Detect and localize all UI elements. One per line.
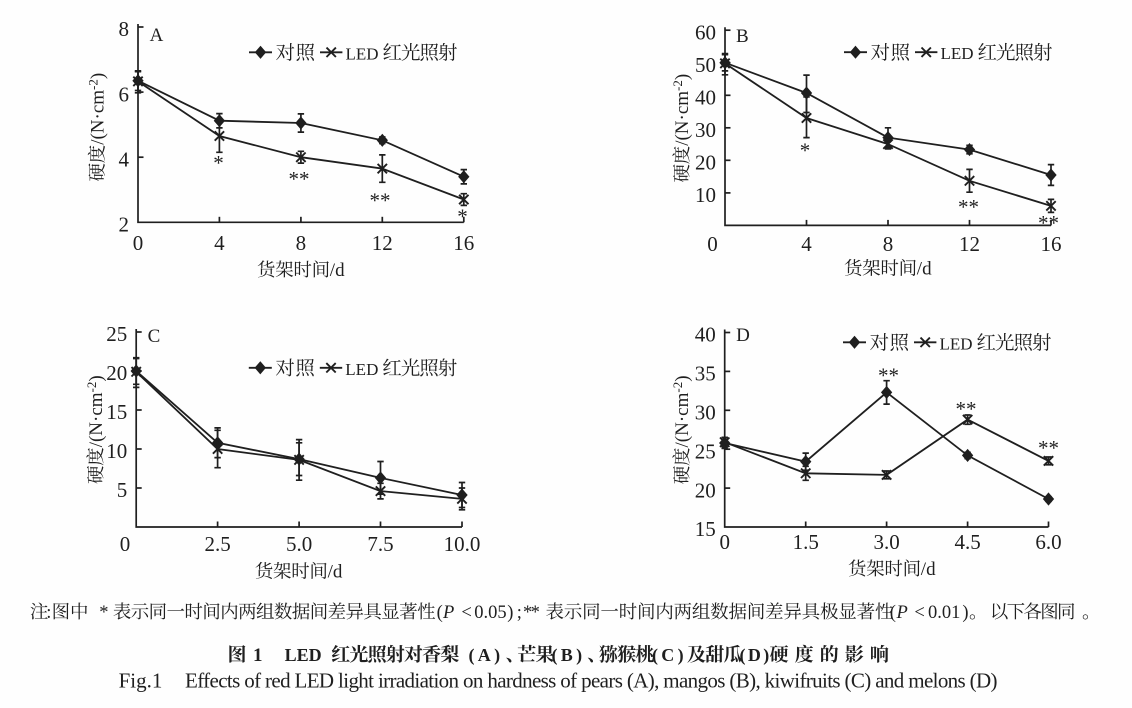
- svg-text:LED: LED: [346, 44, 379, 63]
- svg-text:2: 2: [119, 213, 130, 237]
- svg-text:(D): (D): [740, 645, 772, 666]
- svg-text:/d: /d: [330, 260, 345, 281]
- svg-text:10: 10: [106, 439, 127, 463]
- svg-text:20: 20: [695, 478, 716, 502]
- svg-text:(B): (B): [552, 645, 586, 666]
- svg-text:**: **: [956, 397, 977, 421]
- svg-text:B: B: [736, 26, 749, 47]
- svg-text:2.5: 2.5: [204, 532, 230, 556]
- svg-text:LED: LED: [940, 334, 973, 353]
- svg-text:Effects of red LED light irrad: Effects of red LED light irradiation on …: [185, 669, 998, 693]
- svg-text:30: 30: [695, 118, 716, 142]
- svg-text:60: 60: [695, 20, 716, 44]
- svg-text:15: 15: [106, 400, 127, 424]
- svg-text:8: 8: [296, 231, 307, 255]
- svg-text:0: 0: [707, 232, 718, 256]
- svg-text:5: 5: [117, 478, 128, 502]
- svg-text:40: 40: [695, 86, 716, 110]
- svg-text:0: 0: [719, 530, 730, 554]
- svg-text:50: 50: [695, 53, 716, 77]
- svg-text:1.5: 1.5: [793, 530, 819, 554]
- svg-text:15: 15: [695, 517, 716, 541]
- svg-text:3.0: 3.0: [873, 530, 899, 554]
- svg-text:Fig.1: Fig.1: [119, 669, 163, 693]
- svg-text:8: 8: [883, 232, 894, 256]
- svg-text:**: **: [1038, 211, 1059, 235]
- svg-text:0: 0: [133, 231, 144, 255]
- svg-text:*: *: [99, 603, 108, 623]
- svg-text:16: 16: [453, 231, 474, 255]
- svg-text:LED: LED: [345, 360, 378, 379]
- svg-text:*: *: [457, 205, 468, 229]
- svg-text:(P<0.05);**: (P <0.05) ;**: [437, 603, 540, 623]
- svg-text:4: 4: [119, 147, 130, 171]
- svg-text:25: 25: [695, 439, 716, 463]
- svg-text:D: D: [736, 325, 750, 346]
- svg-text:12: 12: [959, 232, 980, 256]
- svg-text:30: 30: [695, 401, 716, 425]
- svg-text:**: **: [958, 195, 979, 219]
- svg-text:40: 40: [695, 323, 716, 347]
- svg-text:8: 8: [119, 17, 130, 41]
- svg-text:0: 0: [120, 532, 131, 556]
- svg-text:/(N·cm-2): /(N·cm-2): [670, 74, 693, 146]
- svg-text:/d: /d: [328, 562, 343, 583]
- svg-text:5.0: 5.0: [286, 532, 312, 556]
- svg-text:35: 35: [695, 362, 716, 386]
- svg-text:/d: /d: [921, 559, 936, 580]
- svg-text:LED: LED: [285, 645, 322, 665]
- svg-text:*: *: [213, 151, 224, 175]
- svg-text:*: *: [800, 139, 811, 163]
- svg-text:(P<0.01): (P <0.01): [890, 603, 969, 623]
- svg-text:/(N·cm-2): /(N·cm-2): [670, 375, 693, 447]
- svg-text:10: 10: [695, 183, 716, 207]
- svg-text:1: 1: [253, 645, 263, 666]
- svg-text:6.0: 6.0: [1035, 530, 1061, 554]
- svg-text::: :: [46, 603, 51, 623]
- svg-text:12: 12: [372, 231, 393, 255]
- svg-text:4: 4: [214, 231, 225, 255]
- svg-text:16: 16: [1041, 232, 1062, 256]
- svg-text:(A): (A): [469, 645, 504, 666]
- svg-text:**: **: [878, 364, 899, 388]
- svg-text:**: **: [370, 189, 391, 213]
- svg-text:**: **: [1038, 436, 1059, 460]
- svg-text:LED: LED: [941, 44, 974, 63]
- svg-text:6: 6: [119, 82, 130, 106]
- svg-text:20: 20: [106, 361, 127, 385]
- svg-text:4: 4: [801, 232, 812, 256]
- svg-text:/d: /d: [917, 259, 932, 280]
- svg-text:20: 20: [695, 151, 716, 175]
- svg-text:7.5: 7.5: [367, 532, 393, 556]
- svg-text:/(N·cm-2): /(N·cm-2): [84, 375, 107, 447]
- svg-text:(C): (C): [652, 645, 687, 666]
- svg-text:10.0: 10.0: [444, 532, 481, 556]
- svg-text:**: **: [289, 167, 310, 191]
- svg-text:4.5: 4.5: [954, 530, 980, 554]
- svg-text:A: A: [150, 25, 164, 46]
- svg-text:C: C: [148, 326, 161, 347]
- svg-text:25: 25: [106, 322, 127, 346]
- svg-text:/(N·cm-2): /(N·cm-2): [85, 73, 108, 145]
